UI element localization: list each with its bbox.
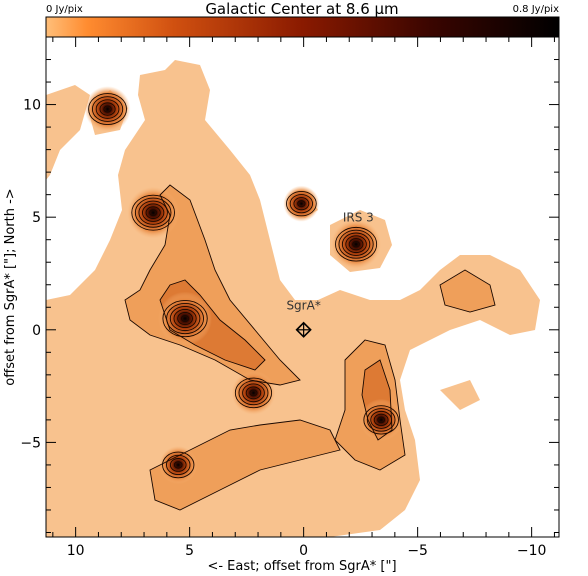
contour-ring (173, 461, 183, 469)
contour-ring (91, 96, 124, 122)
contour-ring (370, 410, 393, 429)
y-tick-label: 5 (32, 210, 41, 226)
annotation-label: SgrA* (286, 299, 320, 313)
contour-ring (238, 380, 269, 406)
y-tick-label: −5 (20, 435, 41, 451)
contour-ring (149, 209, 158, 217)
x-axis-label: <- East; offset from SgrA* ["] (207, 559, 396, 574)
contour-ring (162, 299, 208, 338)
contour-ring (145, 206, 161, 219)
contour-ring (286, 191, 317, 217)
contour-ring (180, 315, 190, 323)
point-source (231, 370, 276, 415)
contour-ring (99, 102, 116, 116)
y-tick-label: 10 (23, 98, 41, 114)
contour-ring (173, 309, 197, 329)
contour-ring (95, 99, 120, 119)
contour-ring (88, 93, 127, 126)
contour-ring (363, 405, 399, 435)
contour-ring (338, 229, 374, 259)
contour-ring (142, 203, 165, 222)
contour-ring (293, 197, 310, 211)
contour-ring (166, 302, 205, 335)
colorbar-max-label: 0.8 Jy/pix (513, 4, 559, 15)
y-tick-label: 0 (32, 323, 41, 339)
contour-ring (134, 197, 172, 228)
contour-ring (245, 386, 262, 400)
contour-ring (289, 194, 313, 214)
x-tick-label: −10 (517, 543, 547, 559)
y-axis-ticks: −5 0 5 10 (20, 36, 559, 533)
y-axis-label: offset from SgrA* ["]; North -> (3, 188, 18, 385)
colorbar-min-label: 0 Jy/pix (46, 4, 83, 15)
contour-ring (366, 408, 396, 432)
point-source (127, 186, 180, 239)
x-tick-label: 5 (185, 543, 194, 559)
contour-ring (166, 454, 191, 476)
point-source (360, 398, 403, 441)
point-source (283, 185, 320, 222)
contour-ring (169, 458, 187, 472)
contour-ring (377, 416, 386, 424)
plot-frame (45, 36, 560, 538)
chart-title: Galactic Center at 8.6 μm (205, 0, 398, 18)
x-tick-label: 10 (67, 543, 85, 559)
contour-ring (297, 200, 306, 208)
point-sources (84, 86, 403, 484)
contour-ring (341, 232, 371, 256)
sgra-marker (295, 321, 312, 338)
contour-ring (242, 383, 265, 403)
marker-diamond (295, 321, 312, 338)
contour-ring (373, 413, 389, 427)
x-tick-label: 0 (299, 543, 308, 559)
point-source (84, 86, 131, 133)
contour-ring (352, 240, 360, 248)
contour-ring (177, 312, 193, 326)
contour-ring (138, 200, 168, 225)
contour-ring (131, 194, 175, 231)
contour-ring (348, 238, 364, 251)
contour-ring (345, 235, 367, 254)
point-source (159, 445, 198, 484)
x-axis-ticks: 10 5 0 −5 −10 (52, 37, 555, 559)
contour-ring (169, 305, 201, 332)
colorbar (45, 16, 560, 38)
contour-ring (162, 451, 195, 479)
annotation-label: IRS 3 (343, 211, 374, 225)
contour-ring (234, 377, 273, 409)
x-tick-label: −5 (407, 543, 428, 559)
contour-ring (335, 226, 378, 262)
contour-lines (88, 93, 496, 511)
point-source (158, 291, 212, 346)
contour-ring (249, 389, 258, 397)
contour-ring (103, 105, 112, 113)
point-source (331, 219, 381, 270)
